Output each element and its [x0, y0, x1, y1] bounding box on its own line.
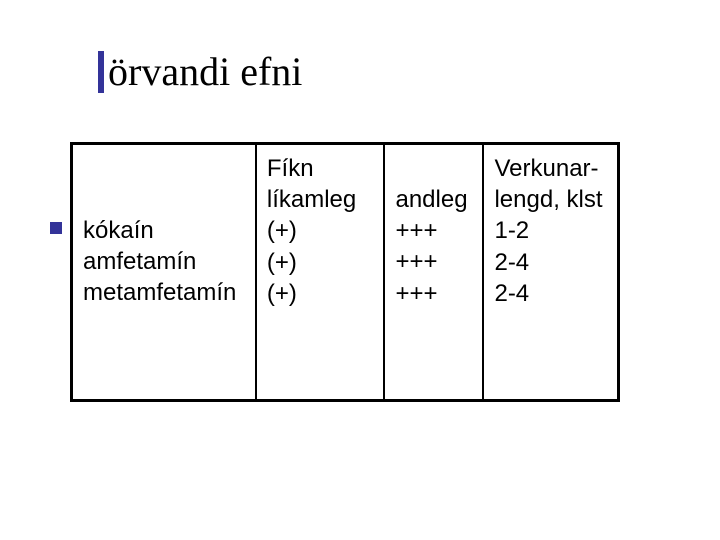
- table-header: Verkunar- lengd, klst: [494, 153, 607, 215]
- table-cell: kókaín: [83, 215, 245, 246]
- table-cell: amfetamín: [83, 246, 245, 277]
- table-col-physical: Fíkn líkamleg (+) (+) (+): [257, 145, 386, 399]
- table-col-substances: kókaín amfetamín metamfetamín: [73, 145, 257, 399]
- slide: örvandi efni kókaín amfetamín metamfetam…: [0, 0, 720, 540]
- table-cell: 2-4: [494, 278, 607, 309]
- table-header-empty: [83, 153, 245, 215]
- table-cell: (+): [267, 215, 374, 246]
- table-cell: +++: [395, 246, 472, 277]
- title-block: örvandi efni: [98, 48, 302, 95]
- table-cell: (+): [267, 247, 374, 278]
- table-cell: +++: [395, 278, 472, 309]
- table-cell: +++: [395, 215, 472, 246]
- table-col-duration: Verkunar- lengd, klst 1-2 2-4 2-4: [484, 145, 617, 399]
- table-cell: (+): [267, 278, 374, 309]
- stimulants-table: kókaín amfetamín metamfetamín Fíkn líkam…: [70, 142, 620, 402]
- table-cell: 1-2: [494, 215, 607, 246]
- table-cell: metamfetamín: [83, 277, 245, 308]
- table-col-mental: andleg +++ +++ +++: [385, 145, 484, 399]
- title-accent-bar: [98, 51, 104, 93]
- table-header: Fíkn líkamleg: [267, 153, 374, 215]
- table-cell: 2-4: [494, 247, 607, 278]
- table-header-spacer: [395, 153, 472, 184]
- bullet-icon: [50, 222, 62, 234]
- table-header: andleg: [395, 184, 472, 215]
- page-title: örvandi efni: [108, 48, 302, 95]
